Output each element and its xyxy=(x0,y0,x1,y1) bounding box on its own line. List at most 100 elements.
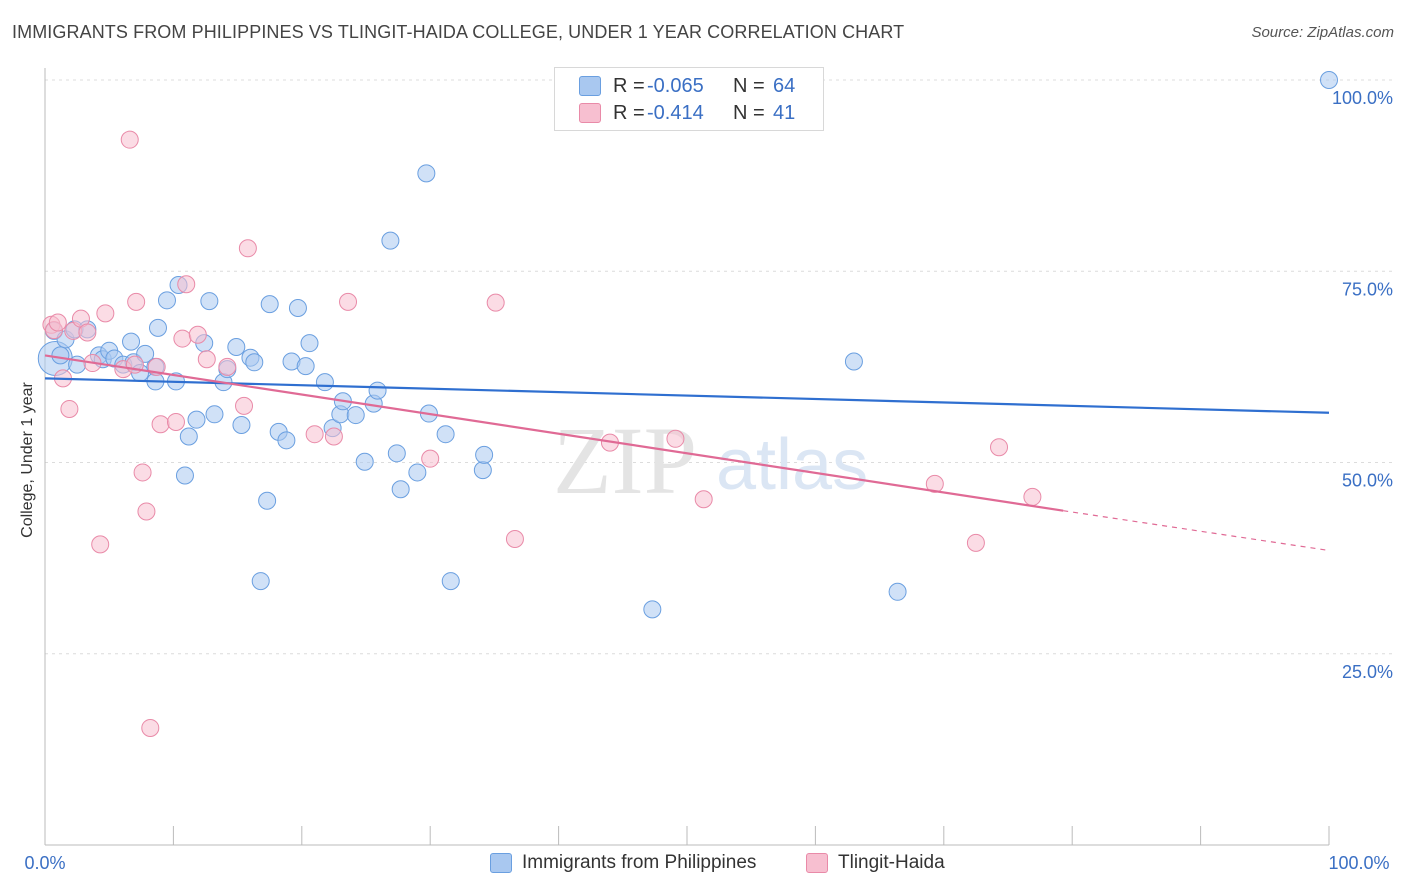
data-point-tlingit xyxy=(141,718,160,737)
stats-box: R = -0.065 N = 64 R = -0.414 N = 41 xyxy=(554,67,824,131)
n-value: 41 xyxy=(773,101,796,124)
data-point-tlingit xyxy=(91,535,110,554)
data-point-philippines xyxy=(296,357,315,376)
data-point-tlingit xyxy=(166,412,185,431)
trend-layer xyxy=(44,354,1330,552)
data-point-philippines xyxy=(227,337,246,356)
watermark: ZIP atlas xyxy=(553,407,868,514)
legend-label-philippines: Immigrants from Philippines xyxy=(522,852,757,873)
legend: Immigrants from Philippines Tlingit-Haid… xyxy=(0,852,1406,876)
data-point-tlingit xyxy=(666,429,685,448)
data-point-tlingit xyxy=(137,502,156,521)
data-point-tlingit xyxy=(197,350,216,369)
data-point-philippines xyxy=(232,416,251,435)
data-point-philippines xyxy=(473,461,492,480)
data-point-philippines xyxy=(391,480,410,499)
stats-row-philippines: R = -0.065 N = 64 xyxy=(579,73,795,99)
data-point-philippines xyxy=(148,318,167,337)
data-point-tlingit xyxy=(173,329,192,348)
r-label: R = xyxy=(613,101,645,124)
gridlines xyxy=(45,79,1392,655)
legend-swatch-tlingit xyxy=(806,853,828,873)
y-tick-label: 75.0% xyxy=(1342,279,1393,299)
data-point-philippines xyxy=(1320,71,1338,89)
r-value: -0.414 xyxy=(647,101,704,124)
data-point-tlingit xyxy=(188,325,207,344)
data-point-philippines xyxy=(368,381,387,400)
trendline-tlingit xyxy=(44,354,1064,512)
data-point-philippines xyxy=(475,445,494,464)
n-label: N = xyxy=(733,101,765,124)
legend-item-philippines[interactable]: Immigrants from Philippines xyxy=(490,852,756,874)
data-point-philippines xyxy=(200,292,219,311)
data-point-tlingit xyxy=(78,323,97,342)
data-point-tlingit xyxy=(305,425,324,444)
data-point-philippines xyxy=(643,600,662,619)
data-point-philippines xyxy=(277,431,296,450)
data-point-philippines xyxy=(179,427,198,446)
tick-labels: 25.0% 50.0% 75.0% 100.0% 0.0% 100.0% xyxy=(24,88,1393,873)
data-point-philippines xyxy=(436,425,455,444)
data-point-philippines xyxy=(387,444,406,463)
stats-swatch-philippines xyxy=(579,76,601,96)
data-point-tlingit xyxy=(127,292,146,311)
data-point-philippines xyxy=(300,334,319,353)
data-point-philippines xyxy=(408,463,427,482)
legend-label-tlingit: Tlingit-Haida xyxy=(838,852,945,873)
n-label: N = xyxy=(733,74,765,97)
data-point-philippines xyxy=(157,291,176,310)
data-point-philippines xyxy=(381,231,400,250)
data-point-tlingit xyxy=(96,304,115,323)
data-point-tlingit xyxy=(339,292,358,311)
x-tick-label: 100.0% xyxy=(1328,853,1389,873)
data-point-tlingit xyxy=(235,396,254,415)
data-point-philippines xyxy=(175,466,194,485)
data-point-philippines xyxy=(288,298,307,317)
data-point-tlingit xyxy=(925,474,944,493)
data-point-philippines xyxy=(441,572,460,591)
data-point-philippines xyxy=(417,164,436,183)
data-point-philippines xyxy=(315,373,334,392)
stats-swatch-tlingit xyxy=(579,103,601,123)
data-point-tlingit xyxy=(177,275,196,294)
trendline-philippines xyxy=(44,377,1330,414)
data-point-philippines xyxy=(251,572,270,591)
data-point-philippines xyxy=(258,491,277,510)
watermark-zip: ZIP xyxy=(553,407,697,514)
x-tick-label: 0.0% xyxy=(24,853,65,873)
y-tick-label: 100.0% xyxy=(1332,88,1393,108)
y-tick-label: 50.0% xyxy=(1342,471,1393,491)
r-value: -0.065 xyxy=(647,74,704,97)
data-point-philippines xyxy=(51,346,70,365)
data-point-tlingit xyxy=(324,427,343,446)
data-point-philippines xyxy=(205,405,224,424)
data-point-tlingit xyxy=(120,130,139,149)
watermark-atlas: atlas xyxy=(716,425,868,505)
chart-source: Source: ZipAtlas.com xyxy=(1251,24,1394,41)
data-point-philippines xyxy=(888,582,907,601)
data-point-tlingit xyxy=(694,490,713,509)
axes xyxy=(44,68,1330,846)
data-point-tlingit xyxy=(48,313,67,332)
data-point-tlingit xyxy=(133,463,152,482)
data-point-tlingit xyxy=(966,533,985,552)
data-point-tlingit xyxy=(1023,487,1042,506)
data-point-philippines xyxy=(245,353,264,372)
data-point-philippines xyxy=(122,332,141,351)
chart-title: IMMIGRANTS FROM PHILIPPINES VS TLINGIT-H… xyxy=(12,22,905,42)
stats-row-tlingit: R = -0.414 N = 41 xyxy=(579,100,795,126)
data-point-philippines xyxy=(187,410,206,429)
data-point-tlingit xyxy=(486,293,505,312)
legend-swatch-philippines xyxy=(490,853,512,873)
data-point-philippines xyxy=(355,452,374,471)
data-point-tlingit xyxy=(421,449,440,468)
data-point-tlingit xyxy=(505,530,524,548)
data-point-philippines xyxy=(260,295,279,314)
n-value: 64 xyxy=(773,74,796,97)
data-point-tlingit xyxy=(238,239,257,258)
data-point-tlingit xyxy=(990,438,1009,457)
data-point-tlingit xyxy=(151,415,170,434)
data-point-tlingit xyxy=(218,357,237,376)
legend-item-tlingit[interactable]: Tlingit-Haida xyxy=(806,852,945,874)
